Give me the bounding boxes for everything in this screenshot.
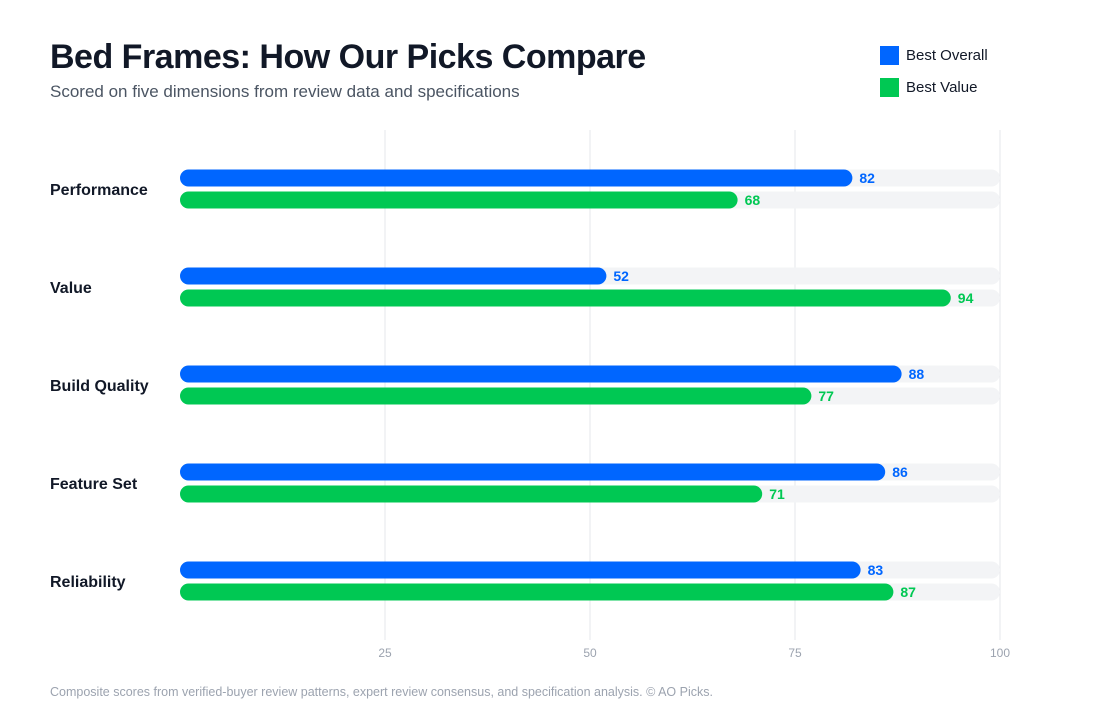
legend-item-best-overall: Best Overall xyxy=(880,45,988,65)
bar-build-quality-best-value xyxy=(180,387,812,405)
chart-footnote: Composite scores from verified-buyer rev… xyxy=(50,685,713,699)
bar-performance-best-overall xyxy=(180,169,853,187)
legend-label-best-value: Best Value xyxy=(906,78,978,96)
bar-performance-best-value xyxy=(180,191,738,209)
bar-build-quality-best-overall xyxy=(180,365,902,383)
x-tick-label-50: 50 xyxy=(583,646,597,660)
chart-title: Bed Frames: How Our Picks Compare xyxy=(50,38,646,76)
bar-reliability-best-overall xyxy=(180,561,861,579)
data-label-value-best-value: 94 xyxy=(958,290,974,306)
legend: Best Overall Best Value xyxy=(880,45,988,109)
bar-feature-set-best-overall xyxy=(180,463,886,481)
legend-swatch-best-overall xyxy=(880,45,899,65)
category-label-performance: Performance xyxy=(50,182,148,199)
x-tick-label-25: 25 xyxy=(378,646,392,660)
x-tick-label-75: 75 xyxy=(788,646,802,660)
data-label-reliability-best-overall: 83 xyxy=(868,562,884,578)
bar-feature-set-best-value xyxy=(180,485,763,503)
x-tick-label-100: 100 xyxy=(990,646,1010,660)
category-label-reliability: Reliability xyxy=(50,574,126,591)
bar-value-best-value xyxy=(180,289,951,307)
bar-value-best-overall xyxy=(180,267,607,285)
data-label-performance-best-value: 68 xyxy=(745,192,761,208)
legend-item-best-value: Best Value xyxy=(880,77,988,97)
data-label-feature-set-best-overall: 86 xyxy=(892,464,908,480)
data-label-reliability-best-value: 87 xyxy=(900,584,916,600)
data-label-feature-set-best-value: 71 xyxy=(769,486,785,502)
data-label-performance-best-overall: 82 xyxy=(859,170,875,186)
bar-reliability-best-value xyxy=(180,583,894,601)
category-label-value: Value xyxy=(50,280,92,297)
legend-swatch-best-value xyxy=(880,77,899,97)
data-label-build-quality-best-value: 77 xyxy=(818,388,834,404)
chart-subtitle: Scored on five dimensions from review da… xyxy=(50,82,520,101)
data-label-value-best-overall: 52 xyxy=(613,268,629,284)
data-label-build-quality-best-overall: 88 xyxy=(909,366,925,382)
category-label-feature-set: Feature Set xyxy=(50,476,138,493)
category-label-build-quality: Build Quality xyxy=(50,378,149,395)
legend-label-best-overall: Best Overall xyxy=(906,46,988,64)
